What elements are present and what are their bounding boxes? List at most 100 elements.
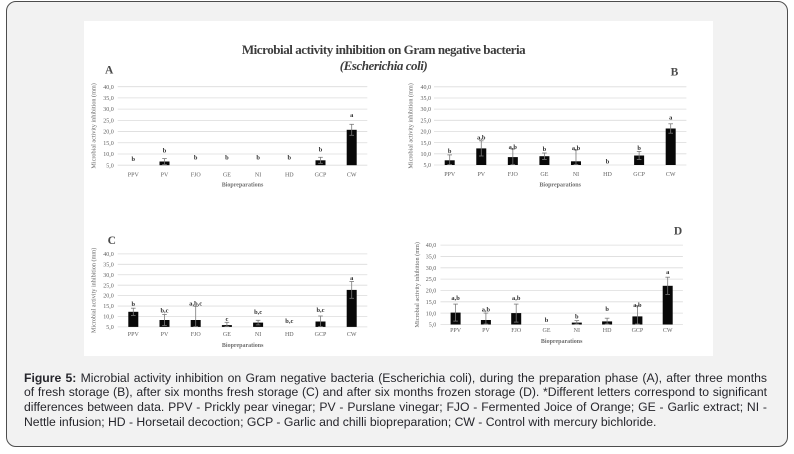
svg-text:b: b	[637, 145, 641, 152]
svg-text:FJO: FJO	[511, 328, 522, 334]
svg-text:a,b,c: a,b,c	[189, 301, 202, 308]
svg-text:a: a	[666, 269, 670, 276]
svg-text:30,0: 30,0	[103, 273, 114, 279]
svg-text:B: B	[671, 67, 679, 79]
svg-text:25,0: 25,0	[103, 118, 114, 124]
svg-text:40,0: 40,0	[421, 85, 432, 91]
svg-text:15,0: 15,0	[103, 304, 114, 310]
svg-text:HD: HD	[285, 172, 294, 178]
svg-text:D: D	[674, 226, 682, 238]
svg-text:CW: CW	[347, 172, 357, 178]
svg-text:a,b: a,b	[509, 144, 518, 151]
svg-text:b: b	[256, 155, 260, 162]
svg-text:b: b	[319, 147, 323, 154]
svg-text:35,0: 35,0	[421, 96, 432, 102]
svg-text:Biopreparations: Biopreparations	[541, 339, 583, 345]
svg-text:FJO: FJO	[191, 172, 202, 178]
svg-text:HD: HD	[285, 332, 294, 338]
svg-text:b: b	[225, 155, 229, 162]
svg-text:10,0: 10,0	[421, 152, 432, 158]
svg-text:Biopreparations: Biopreparations	[222, 343, 264, 349]
svg-text:30,0: 30,0	[426, 266, 437, 272]
svg-text:b,c: b,c	[161, 308, 169, 315]
svg-text:5,0: 5,0	[106, 325, 114, 331]
svg-text:a,b: a,b	[512, 295, 521, 302]
svg-text:PV: PV	[477, 172, 485, 178]
svg-text:GCP: GCP	[632, 328, 644, 334]
svg-text:b: b	[288, 155, 292, 162]
svg-text:20,0: 20,0	[426, 289, 437, 295]
svg-text:C: C	[108, 235, 116, 247]
svg-text:20,0: 20,0	[421, 130, 432, 136]
svg-text:40,0: 40,0	[103, 252, 114, 258]
svg-text:c: c	[225, 316, 228, 323]
svg-text:PV: PV	[161, 332, 169, 338]
svg-text:35,0: 35,0	[103, 262, 114, 268]
svg-text:5,0: 5,0	[424, 163, 432, 169]
svg-text:25,0: 25,0	[103, 283, 114, 289]
svg-text:PPV: PPV	[128, 172, 140, 178]
svg-text:GE: GE	[223, 172, 231, 178]
svg-text:FJO: FJO	[191, 332, 202, 338]
svg-text:a: a	[350, 112, 354, 119]
svg-text:b: b	[575, 314, 579, 321]
svg-text:25,0: 25,0	[421, 118, 432, 124]
svg-text:A: A	[105, 65, 114, 77]
svg-text:a: a	[669, 115, 673, 122]
svg-text:a,b: a,b	[633, 302, 642, 309]
svg-text:b: b	[132, 301, 136, 308]
svg-text:15,0: 15,0	[426, 300, 437, 306]
svg-text:GCP: GCP	[315, 172, 327, 178]
svg-text:FJO: FJO	[508, 172, 519, 178]
svg-text:Biopreparations: Biopreparations	[222, 183, 264, 189]
svg-text:15,0: 15,0	[421, 141, 432, 147]
svg-text:10,0: 10,0	[103, 152, 114, 158]
svg-text:10,0: 10,0	[103, 315, 114, 321]
svg-text:Microbial activity inhibition: Microbial activity inhibition (mm)	[91, 83, 98, 168]
svg-text:b: b	[543, 146, 547, 153]
svg-text:a: a	[350, 275, 354, 282]
svg-text:25,0: 25,0	[426, 277, 437, 283]
svg-text:Microbial activity inhibition: Microbial activity inhibition (mm)	[91, 248, 98, 333]
svg-text:b: b	[194, 155, 198, 162]
svg-text:b: b	[606, 159, 610, 166]
svg-text:b,c: b,c	[317, 307, 325, 314]
svg-text:GE: GE	[540, 172, 548, 178]
svg-text:40,0: 40,0	[426, 243, 437, 249]
svg-text:NI: NI	[574, 328, 580, 334]
svg-text:GE: GE	[543, 328, 551, 334]
svg-text:b: b	[605, 306, 609, 313]
svg-text:20,0: 20,0	[103, 130, 114, 136]
svg-text:CW: CW	[666, 172, 676, 178]
svg-text:b: b	[132, 156, 136, 163]
svg-text:30,0: 30,0	[103, 107, 114, 113]
svg-text:PV: PV	[161, 172, 169, 178]
svg-text:30,0: 30,0	[421, 107, 432, 113]
svg-text:GCP: GCP	[633, 172, 645, 178]
svg-text:CW: CW	[347, 332, 357, 338]
svg-text:35,0: 35,0	[426, 255, 437, 261]
svg-text:HD: HD	[603, 328, 612, 334]
svg-text:NI: NI	[255, 332, 261, 338]
svg-text:PV: PV	[482, 328, 490, 334]
svg-text:CW: CW	[663, 328, 673, 334]
svg-text:40,0: 40,0	[103, 85, 114, 91]
svg-text:Biopreparations: Biopreparations	[539, 183, 581, 189]
svg-text:HD: HD	[603, 172, 612, 178]
svg-text:PPV: PPV	[450, 328, 462, 334]
svg-text:b: b	[163, 148, 167, 155]
svg-text:b,c: b,c	[285, 318, 293, 325]
svg-text:NI: NI	[255, 172, 261, 178]
svg-text:5,0: 5,0	[106, 163, 114, 169]
svg-text:5,0: 5,0	[429, 323, 437, 329]
svg-text:GE: GE	[223, 332, 231, 338]
svg-text:a,b: a,b	[451, 295, 460, 302]
svg-text:b: b	[545, 317, 549, 324]
svg-text:a,b: a,b	[572, 145, 581, 152]
svg-text:b: b	[448, 148, 452, 155]
svg-text:b,c: b,c	[254, 309, 262, 316]
svg-text:PPV: PPV	[128, 332, 140, 338]
svg-text:10,0: 10,0	[426, 311, 437, 317]
svg-text:a,b: a,b	[477, 135, 486, 142]
svg-text:20,0: 20,0	[103, 294, 114, 300]
